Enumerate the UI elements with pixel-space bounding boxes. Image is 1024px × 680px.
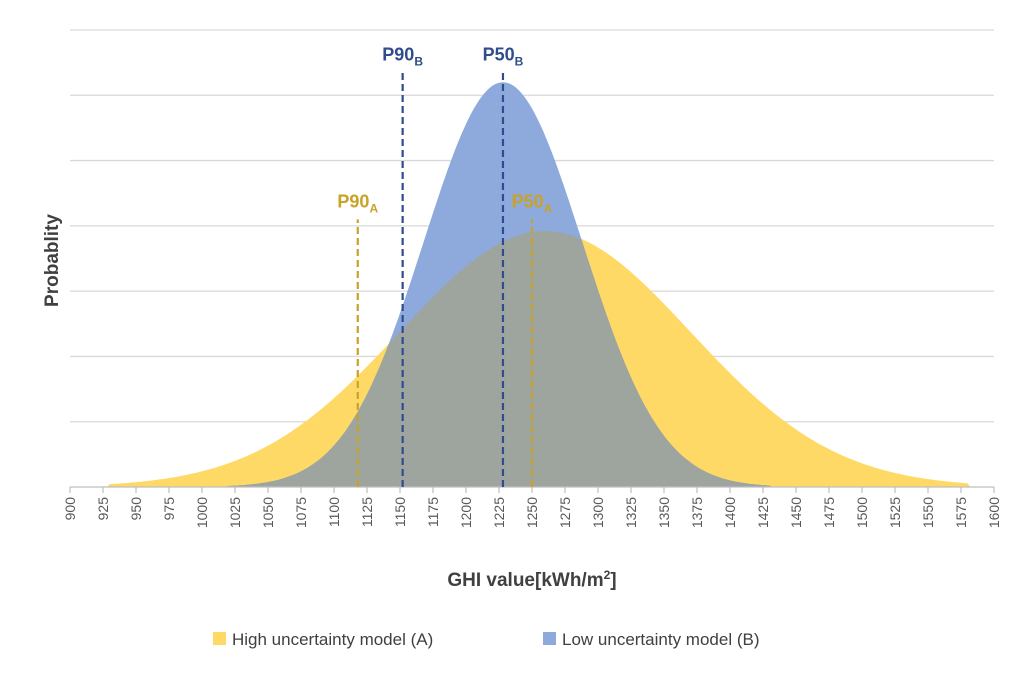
x-tick-label: 900 bbox=[62, 497, 78, 521]
legend-label-b: Low uncertainty model (B) bbox=[562, 630, 759, 649]
x-tick-label: 1175 bbox=[425, 497, 441, 527]
x-tick-label: 1600 bbox=[986, 497, 1002, 528]
legend: High uncertainty model (A) Low uncertain… bbox=[213, 630, 759, 649]
x-tick-label: 1275 bbox=[557, 497, 573, 528]
ref-label-p50-a: P50A bbox=[512, 191, 553, 215]
x-tick-label: 975 bbox=[161, 497, 177, 521]
x-tick-label: 1300 bbox=[590, 497, 606, 528]
x-tick-label: 1000 bbox=[194, 497, 210, 528]
x-tick-label: 1100 bbox=[326, 497, 342, 527]
x-tick-label: 1150 bbox=[392, 497, 408, 527]
x-tick-label: 1225 bbox=[491, 497, 507, 528]
x-tick-label: 1075 bbox=[293, 497, 309, 528]
x-axis-ticks: 900 925 950 975 1000 1025 1050 1075 1100 1125 1150… bbox=[62, 487, 1002, 528]
x-tick-label: 1550 bbox=[920, 497, 936, 528]
x-tick-label: 950 bbox=[128, 497, 144, 521]
x-axis-title: GHI value[kWh/m2] bbox=[447, 568, 616, 591]
ref-label-p90-a: P90A bbox=[337, 191, 378, 215]
x-tick-label: 1575 bbox=[953, 497, 969, 528]
x-axis-title-main: GHI value[kWh/m bbox=[447, 570, 603, 591]
x-tick-label: 1500 bbox=[854, 497, 870, 528]
ref-label-p90-b: P90B bbox=[382, 44, 423, 68]
legend-swatch-a bbox=[213, 632, 226, 645]
x-tick-label: 1450 bbox=[788, 497, 804, 528]
x-axis-title-end: ] bbox=[610, 570, 616, 591]
x-tick-label: 1475 bbox=[821, 497, 837, 528]
x-tick-label: 1200 bbox=[458, 497, 474, 528]
y-axis-title: Probablity bbox=[42, 214, 63, 307]
x-tick-label: 1400 bbox=[722, 497, 738, 528]
x-tick-label: 1525 bbox=[887, 497, 903, 528]
legend-swatch-b bbox=[543, 632, 556, 645]
x-tick-label: 1325 bbox=[623, 497, 639, 528]
x-tick-label: 1025 bbox=[227, 497, 243, 528]
x-tick-label: 925 bbox=[95, 497, 111, 521]
x-tick-label: 1250 bbox=[524, 497, 540, 528]
x-tick-label: 1425 bbox=[755, 497, 771, 528]
x-tick-label: 1375 bbox=[689, 497, 705, 528]
x-tick-label: 1050 bbox=[260, 497, 276, 528]
x-tick-label: 1125 bbox=[359, 497, 375, 527]
ref-label-p50-b: P50B bbox=[483, 44, 524, 68]
legend-label-a: High uncertainty model (A) bbox=[232, 630, 433, 649]
x-tick-label: 1350 bbox=[656, 497, 672, 528]
reference-lines: P90A P50A P90B P50B bbox=[337, 44, 553, 487]
x-axis-title-sup: 2 bbox=[604, 568, 611, 582]
